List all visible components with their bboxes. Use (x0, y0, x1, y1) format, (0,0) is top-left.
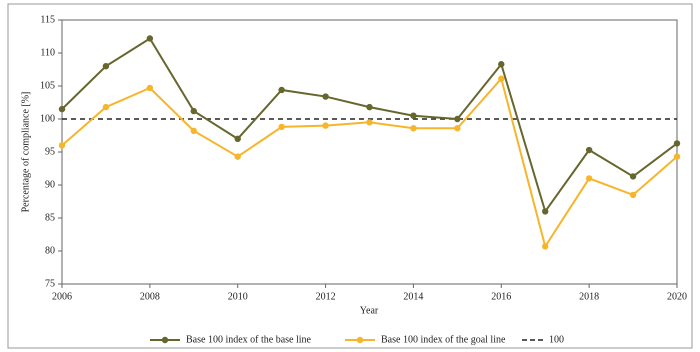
point (410, 125, 417, 132)
series-line (61, 76, 678, 249)
chart-frame (7, 3, 693, 349)
point (190, 107, 197, 115)
y-tick-label: 80 (45, 245, 55, 256)
x-tick-label: 2018 (579, 291, 599, 302)
point (322, 93, 329, 100)
point (454, 115, 461, 123)
point (58, 105, 66, 113)
x-tick-label: 2010 (228, 291, 248, 302)
point (234, 135, 241, 142)
point (146, 35, 154, 42)
legend-label: 100 (549, 334, 564, 345)
y-tick-label: 105 (40, 80, 55, 91)
y-tick-label: 75 (45, 278, 55, 289)
point (190, 127, 197, 135)
y-tick-label: 110 (40, 47, 55, 58)
point (454, 125, 461, 132)
x-tick-label: 2014 (403, 291, 423, 302)
point (146, 84, 154, 92)
point (102, 62, 110, 70)
point (673, 153, 681, 160)
legend-label: Base 100 index of the goal line (381, 334, 506, 345)
point (322, 122, 329, 129)
point (278, 86, 285, 94)
point (498, 61, 505, 68)
point (542, 243, 549, 250)
plot-frame (61, 19, 678, 285)
point (410, 112, 417, 119)
x-axis-label: Year (360, 305, 379, 316)
x-tick-label: 2008 (140, 291, 160, 302)
x-tick-label: 2006 (52, 291, 72, 302)
point (542, 208, 549, 215)
point (102, 103, 110, 111)
point (498, 75, 505, 82)
point (585, 146, 593, 154)
point (278, 123, 285, 131)
point (366, 103, 373, 111)
x-tick-label: 2016 (491, 291, 511, 302)
y-axis-label: Percentage of compliance [%] (20, 92, 31, 213)
legend-marker (356, 336, 364, 344)
point (673, 140, 681, 147)
y-tick-label: 115 (40, 14, 55, 25)
y-tick-label: 100 (40, 113, 55, 124)
point (629, 191, 637, 199)
legend-marker (161, 336, 169, 344)
x-tick-label: 2012 (316, 291, 336, 302)
legend-label: Base 100 index of the base line (186, 334, 312, 345)
point (366, 119, 373, 126)
y-tick-label: 95 (45, 146, 55, 157)
x-tick-label: 2020 (667, 291, 687, 302)
y-tick-label: 85 (45, 212, 55, 223)
point (629, 173, 637, 180)
point (234, 153, 241, 160)
point (585, 175, 593, 182)
y-tick-label: 90 (45, 179, 55, 190)
point (58, 142, 66, 149)
